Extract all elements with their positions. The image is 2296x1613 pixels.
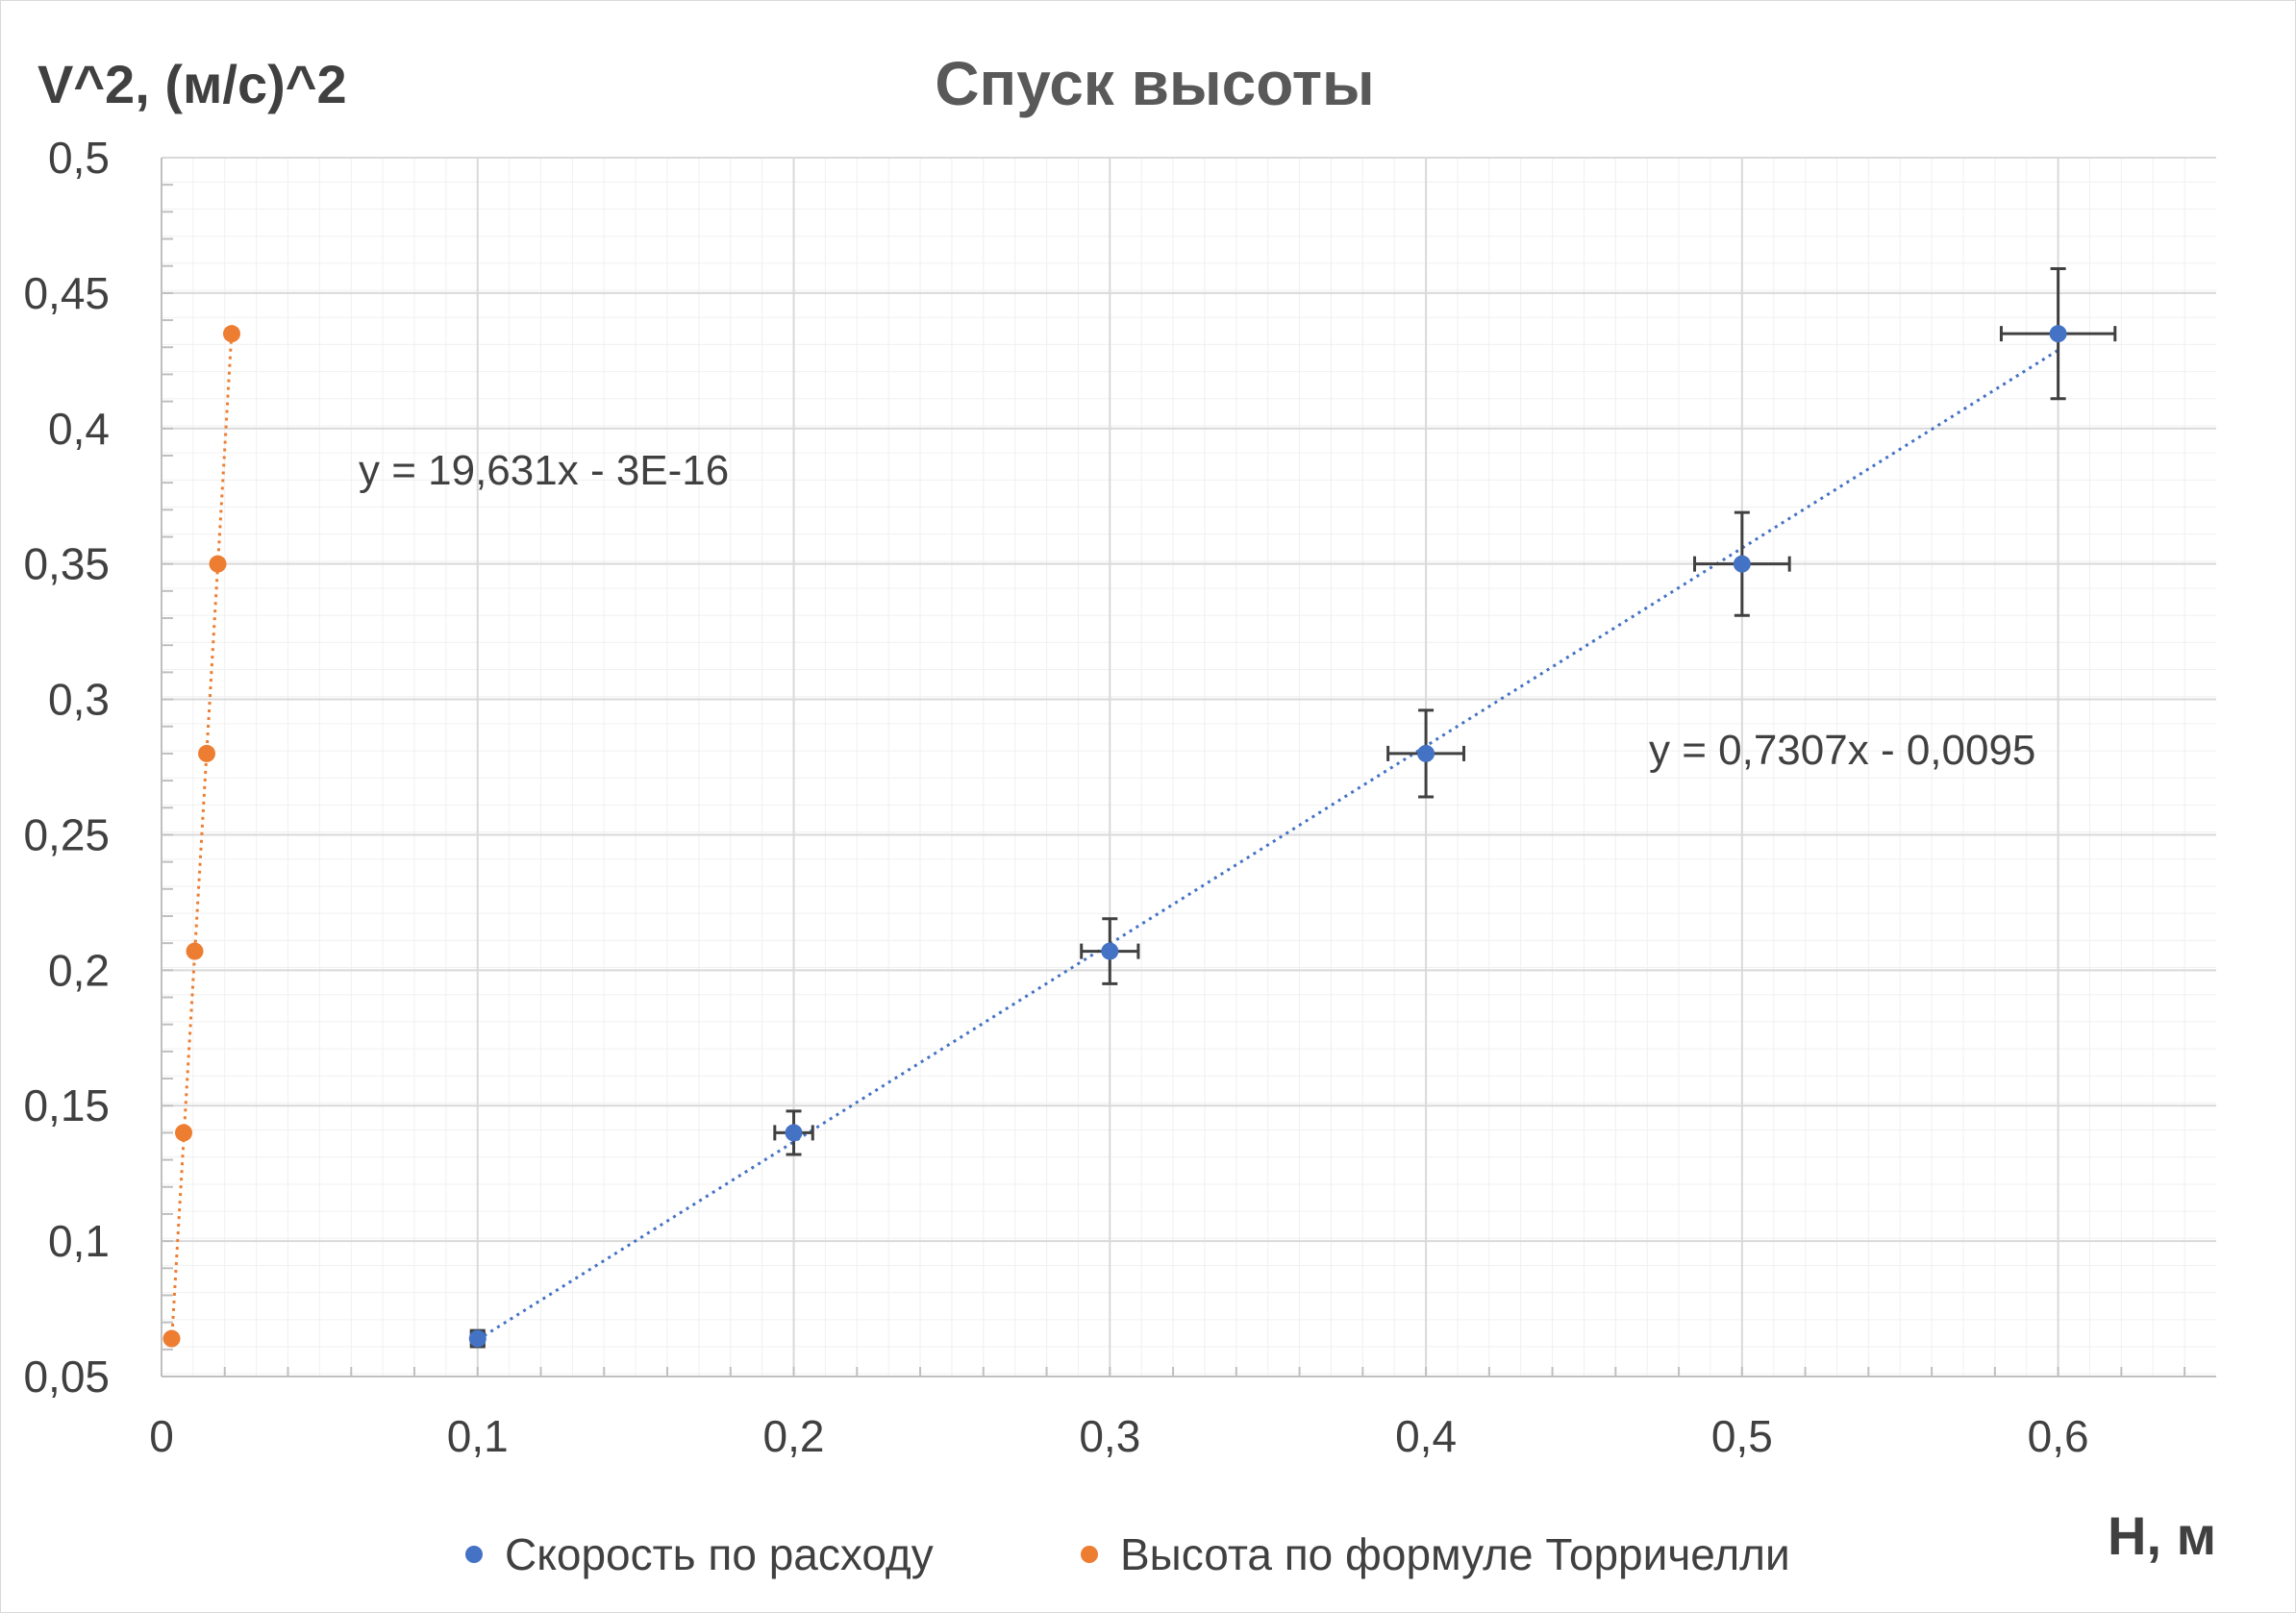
data-point-flow [2049,325,2067,343]
data-point-flow [1101,942,1119,960]
trendline-flow [476,349,2059,1342]
y-tick-label: 0,25 [23,809,110,859]
y-tick-label: 0,2 [48,945,110,995]
x-tick-label: 0,2 [763,1411,825,1461]
trendline-torricelli [170,331,234,1342]
axes [161,158,2216,1377]
x-tick-label: 0,3 [1079,1411,1140,1461]
y-tick-label: 0,15 [23,1080,110,1130]
y-axis-title: V^2, (м/с)^2 [37,54,347,114]
trendline-label-torricelli: y = 19,631x - 3E-16 [359,447,729,494]
legend-marker-flow [465,1546,483,1563]
trendlines [170,331,2059,1342]
y-tick-label: 0,35 [23,539,110,589]
trendline-label-flow: y = 0,7307x - 0,0095 [1649,727,2035,774]
x-tick-label: 0,1 [447,1411,509,1461]
y-tick-label: 0,05 [23,1352,110,1402]
legend-label-torricelli: Высота по формуле Торричелли [1120,1529,1790,1579]
data-point-torricelli [186,942,204,960]
y-tick-label: 0,5 [48,133,110,183]
x-tick-label: 0 [149,1411,174,1461]
y-tick-label: 0,3 [48,675,110,725]
legend: Скорость по расходу Высота по формуле То… [465,1529,1790,1579]
data-point-flow [1417,744,1435,762]
data-point-flow [1733,555,1751,573]
legend-marker-torricelli [1081,1546,1098,1563]
y-tick-label: 0,1 [48,1216,110,1266]
data-point-torricelli [162,1329,181,1348]
data-point-torricelli [198,744,216,762]
x-tick-label: 0,6 [2028,1411,2089,1461]
grid [162,157,2216,1377]
x-axis-title: H, м [2108,1505,2216,1566]
tick-labels: 0 0,1 0,2 0,3 0,4 0,5 0,6 0,05 0,1 0,15 0,2 0,25 0,3… [23,133,2088,1461]
chart-title: Спуск высоты [935,49,1374,118]
x-tick-label: 0,5 [1711,1411,1773,1461]
y-tick-label: 0,4 [48,404,110,454]
data-point-torricelli [222,325,240,343]
x-tick-label: 0,4 [1395,1411,1457,1461]
data-point-torricelli [175,1124,193,1142]
legend-label-flow: Скорость по расходу [505,1529,934,1579]
y-tick-label: 0,45 [23,268,110,318]
data-point-flow [468,1329,487,1348]
data-points [162,325,2067,1348]
data-point-torricelli [209,555,227,573]
data-point-flow [785,1124,803,1142]
